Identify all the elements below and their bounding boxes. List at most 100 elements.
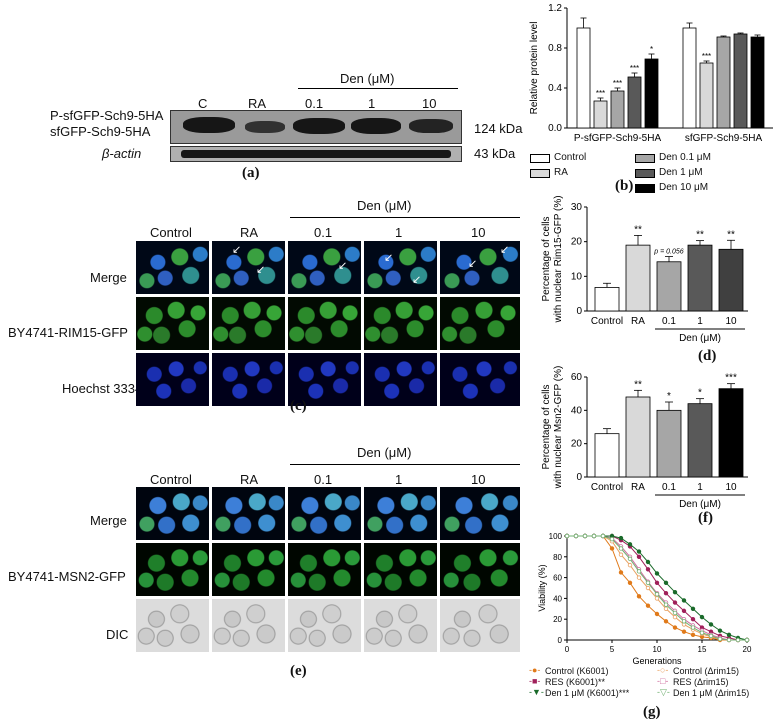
legend-label: Control (K6001) bbox=[545, 666, 609, 676]
data-point bbox=[654, 571, 660, 576]
kda-label: 124 kDa bbox=[474, 121, 523, 136]
chart-g: 0 20 40 60 80 100 0 5 10 15 20 Generations Viability… bbox=[537, 532, 752, 666]
legend-marker: -□- bbox=[657, 676, 669, 686]
data-point bbox=[618, 552, 624, 557]
micrograph bbox=[364, 599, 437, 652]
x-tick-label: sfGFP-Sch9-5HA bbox=[685, 133, 763, 144]
y-tick-label: 20 bbox=[553, 615, 562, 624]
x-tick-label: 0.1 bbox=[662, 316, 676, 327]
data-point bbox=[699, 630, 705, 635]
den-header: Den (μM) bbox=[340, 71, 395, 86]
y-axis-label: Relative protein level bbox=[529, 22, 540, 115]
bar bbox=[687, 403, 713, 478]
micrograph bbox=[440, 297, 520, 350]
micrograph bbox=[212, 353, 285, 406]
panel-label: (b) bbox=[615, 178, 634, 194]
y-axis-label: with nuclear Msn2-GFP (%) bbox=[553, 366, 564, 490]
data-point bbox=[717, 628, 723, 633]
legend-b: Control Den 0.1 μM RA Den 1 μM Den 10 μM bbox=[525, 150, 779, 195]
data-point bbox=[663, 580, 669, 585]
arrow-icon: ↙ bbox=[256, 264, 266, 276]
data-point bbox=[645, 585, 651, 591]
y-tick-label: 60 bbox=[553, 574, 562, 583]
micrograph: ↙ ↙ bbox=[364, 241, 437, 294]
data-point bbox=[690, 625, 696, 630]
x-tick-label: 0.1 bbox=[662, 482, 676, 493]
data-point bbox=[636, 554, 642, 559]
data-point bbox=[636, 569, 642, 574]
column-label: Control bbox=[150, 225, 192, 240]
den-header: Den (μM) bbox=[357, 198, 412, 213]
legend-marker: -▽- bbox=[657, 687, 670, 697]
kda-label: 43 kDa bbox=[474, 146, 516, 161]
y-tick-label: 0 bbox=[558, 636, 563, 645]
y-tick-label: 0.4 bbox=[548, 83, 562, 94]
data-point bbox=[681, 608, 687, 614]
x-tick-label: 5 bbox=[610, 645, 615, 654]
y-tick-label: 40 bbox=[571, 405, 583, 416]
micrograph: ↙ bbox=[288, 241, 361, 294]
legend-g: -●- Control (K6001) -○- Control (Δrim15) -… bbox=[525, 665, 779, 706]
micrograph bbox=[364, 487, 437, 540]
y-axis-label: Viability (%) bbox=[537, 564, 547, 611]
bar bbox=[750, 36, 765, 129]
bar bbox=[625, 396, 651, 478]
data-point bbox=[672, 614, 678, 620]
y-tick-label: 20 bbox=[571, 237, 583, 248]
x-tick-label: P-sfGFP-Sch9-5HA bbox=[574, 133, 662, 144]
data-point bbox=[672, 625, 678, 630]
legend-label: Control bbox=[554, 152, 587, 163]
significance-label: * bbox=[650, 45, 653, 54]
micrograph bbox=[364, 297, 437, 350]
micrograph bbox=[136, 241, 209, 294]
bar bbox=[594, 287, 620, 312]
data-point bbox=[618, 570, 624, 575]
data-point bbox=[645, 567, 651, 572]
legend-label: Den 0.1 μM bbox=[659, 152, 711, 163]
lane-label: RA bbox=[248, 96, 267, 111]
micrograph bbox=[440, 599, 520, 652]
micrograph bbox=[212, 599, 285, 652]
panel-c: Den (μM) Control RA 0.1 1 10 Merge BY474… bbox=[0, 195, 520, 417]
x-tick-label: 15 bbox=[698, 645, 707, 654]
data-point bbox=[726, 632, 732, 637]
x-tick-label: RA bbox=[631, 316, 645, 327]
micrograph bbox=[136, 599, 209, 652]
micrograph bbox=[288, 297, 361, 350]
series-line bbox=[567, 535, 747, 641]
bar bbox=[576, 27, 591, 129]
panel-label: (f) bbox=[698, 510, 713, 526]
row-label: DIC bbox=[106, 627, 129, 642]
micrograph bbox=[212, 487, 285, 540]
bar bbox=[718, 248, 744, 312]
blot-sch9 bbox=[170, 110, 462, 144]
column-label: 0.1 bbox=[314, 472, 333, 487]
arrow-icon: ↙ bbox=[338, 260, 348, 272]
micrograph bbox=[288, 543, 361, 596]
den-header: Den (μM) bbox=[357, 445, 412, 460]
data-point bbox=[708, 622, 714, 627]
data-point bbox=[663, 619, 669, 624]
series-line bbox=[567, 535, 748, 641]
data-point bbox=[627, 556, 633, 562]
significance-label: *** bbox=[596, 89, 605, 98]
panel-d: 0 10 20 30 Percentage of cells with nuclear R… bbox=[525, 195, 779, 370]
den-axis-label: Den (μM) bbox=[679, 499, 721, 510]
y-tick-label: 0 bbox=[576, 306, 582, 317]
row-label: Merge bbox=[90, 513, 127, 528]
arrow-icon: ↙ bbox=[468, 258, 478, 270]
data-point bbox=[690, 616, 696, 622]
data-point bbox=[609, 536, 615, 542]
bar bbox=[610, 90, 625, 129]
legend-label: RA bbox=[554, 167, 568, 178]
blot-row-label: P-sfGFP-Sch9-5HA bbox=[50, 108, 164, 123]
panel-f: 0 20 40 60 Percentage of cells with nuclear M… bbox=[525, 365, 779, 530]
row-label: BY4741-RIM15-GFP bbox=[8, 325, 128, 340]
blot-row-label: β-actin bbox=[102, 146, 142, 161]
column-label: RA bbox=[240, 225, 259, 240]
data-point bbox=[672, 610, 678, 616]
y-tick-label: 60 bbox=[571, 372, 583, 383]
data-point bbox=[564, 533, 570, 539]
micrograph bbox=[136, 353, 209, 406]
bar bbox=[644, 58, 659, 129]
